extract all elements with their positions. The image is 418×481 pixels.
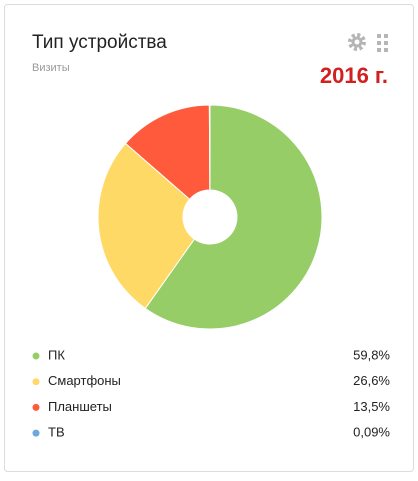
legend-value: 26,6%	[353, 373, 390, 388]
slice	[97, 142, 196, 310]
slice	[144, 104, 323, 330]
legend-value: 13,5%	[353, 399, 390, 414]
legend-label: ПК	[48, 347, 65, 362]
legend-label: Планшеты	[48, 399, 112, 414]
donut	[97, 104, 323, 330]
legend-marker	[32, 378, 40, 386]
drag-handle[interactable]	[377, 34, 388, 52]
slice	[208, 104, 211, 191]
settings-icon[interactable]	[348, 33, 366, 51]
legend-value: 0,09%	[353, 425, 390, 440]
legend-marker	[32, 352, 40, 360]
legend: ПК 59,8% Смартфоны 26,6% Планшеты 13,5% ТВ 0,09…	[32, 347, 390, 440]
legend-value: 59,8%	[353, 347, 390, 362]
gear-teeth	[348, 33, 366, 51]
slice	[124, 104, 211, 200]
chart-title: Тип устройства	[32, 32, 167, 53]
gear-hole	[354, 39, 360, 45]
card	[4, 4, 414, 472]
chart-subtitle: Визиты	[32, 62, 70, 74]
legend-marker	[32, 403, 40, 411]
legend-marker	[32, 429, 40, 437]
legend-label: Смартфоны	[48, 373, 121, 388]
annotation: 2016 г.	[320, 63, 388, 88]
legend-label: ТВ	[48, 425, 65, 440]
